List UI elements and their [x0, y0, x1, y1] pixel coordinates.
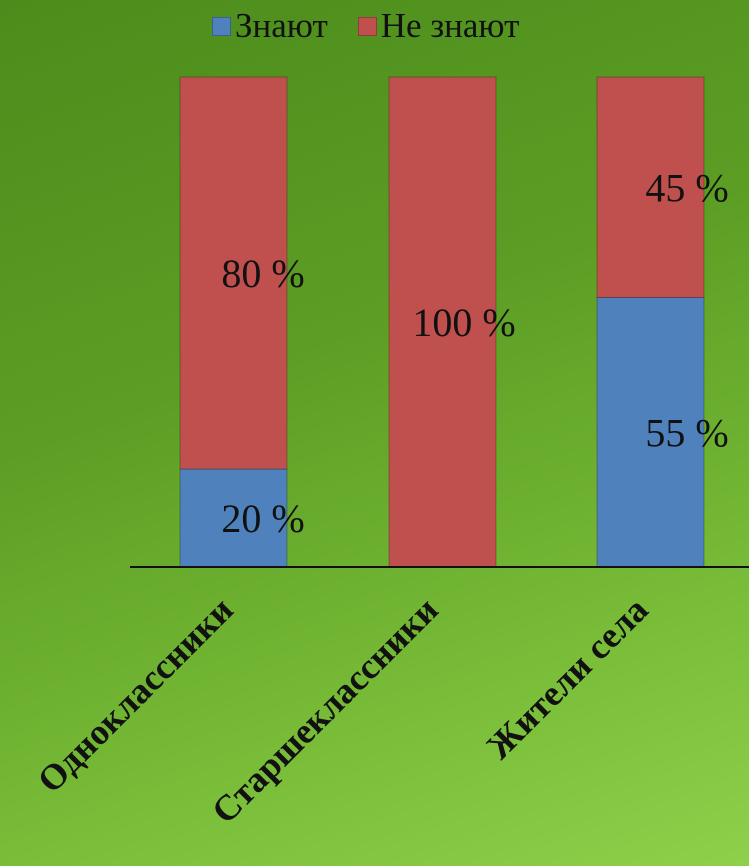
bar-know-0 — [179, 468, 288, 568]
data-label-know-2: 55 % — [645, 410, 728, 455]
legend-swatch-know — [212, 16, 231, 36]
legend-item-dont-know: Не знают — [357, 6, 520, 46]
data-label-know-0: 20 % — [221, 496, 304, 541]
chart-legend: Знают Не знают — [212, 6, 519, 46]
legend-label-know: Знают — [235, 6, 328, 45]
category-label-1: Старшеклассники — [204, 589, 446, 831]
bar-dont-know-0 — [179, 76, 288, 470]
bars-group — [179, 76, 705, 568]
legend-swatch-dont-know — [357, 16, 377, 36]
bar-dont-know-1 — [388, 76, 497, 568]
data-label-dont-know-0: 80 % — [221, 251, 304, 296]
category-label-0: Одноклассники — [30, 589, 241, 800]
data-labels-group: 20 % 80 % 100 % 55 % 45 % — [221, 165, 728, 541]
bar-dont-know-2 — [596, 76, 705, 298]
legend-item-know: Знают — [212, 6, 328, 46]
legend-label-dont-know: Не знают — [380, 6, 520, 45]
data-label-dont-know-1: 100 % — [412, 300, 515, 345]
category-label-2: Жители села — [478, 589, 655, 766]
data-label-dont-know-2: 45 % — [645, 165, 728, 210]
